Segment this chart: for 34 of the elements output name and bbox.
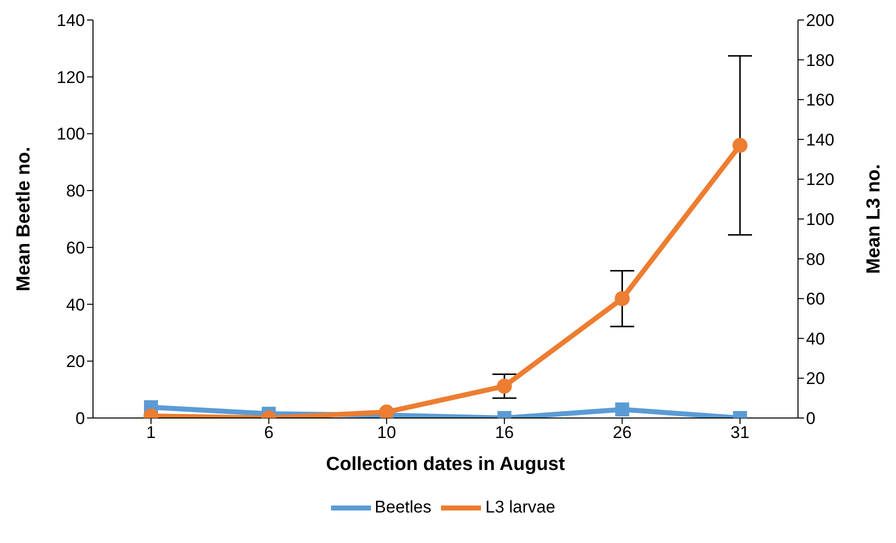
y2-tick-label: 180 — [806, 50, 834, 70]
point — [496, 378, 512, 394]
y-tick-label: 40 — [66, 295, 85, 314]
y-tick-label: 120 — [56, 68, 85, 87]
y-tick-label: 0 — [76, 409, 85, 428]
y2-tick-label: 200 — [806, 11, 834, 30]
x-tick-label: 1 — [146, 423, 156, 442]
y2-tick-label: 60 — [806, 290, 825, 309]
y-tick-label: 60 — [66, 238, 85, 258]
point — [379, 404, 394, 418]
y2-tick-label: 160 — [806, 90, 834, 110]
y2-axis-title: Mean L3 no. — [864, 164, 885, 274]
point — [732, 138, 748, 153]
y2-tick-label: 100 — [806, 210, 834, 230]
x-tick-label: 6 — [264, 423, 274, 442]
legend-label: Beetles — [374, 497, 432, 516]
y-tick-label: 140 — [56, 11, 85, 30]
y2-tick-label: 80 — [806, 250, 825, 269]
x-tick-label: 16 — [494, 423, 514, 442]
x-tick-label: 26 — [612, 423, 632, 442]
y2-tick-label: 0 — [806, 409, 816, 428]
y2-tick-label: 40 — [806, 329, 825, 348]
legend-label: L3 larvae — [485, 497, 556, 516]
y-tick-label: 20 — [66, 352, 85, 372]
y2-tick-label: 20 — [806, 369, 825, 388]
y2-tick-label: 120 — [806, 170, 834, 190]
y-tick-label: 80 — [66, 182, 85, 201]
x-tick-label: 10 — [377, 423, 396, 442]
x-tick-label: 31 — [730, 423, 750, 442]
y-tick-label: 100 — [56, 124, 85, 144]
point — [614, 291, 630, 306]
y-axis-title: Mean Beetle no. — [14, 146, 35, 292]
x-axis-title: Collection dates in August — [326, 454, 566, 475]
y2-tick-label: 140 — [806, 130, 834, 150]
